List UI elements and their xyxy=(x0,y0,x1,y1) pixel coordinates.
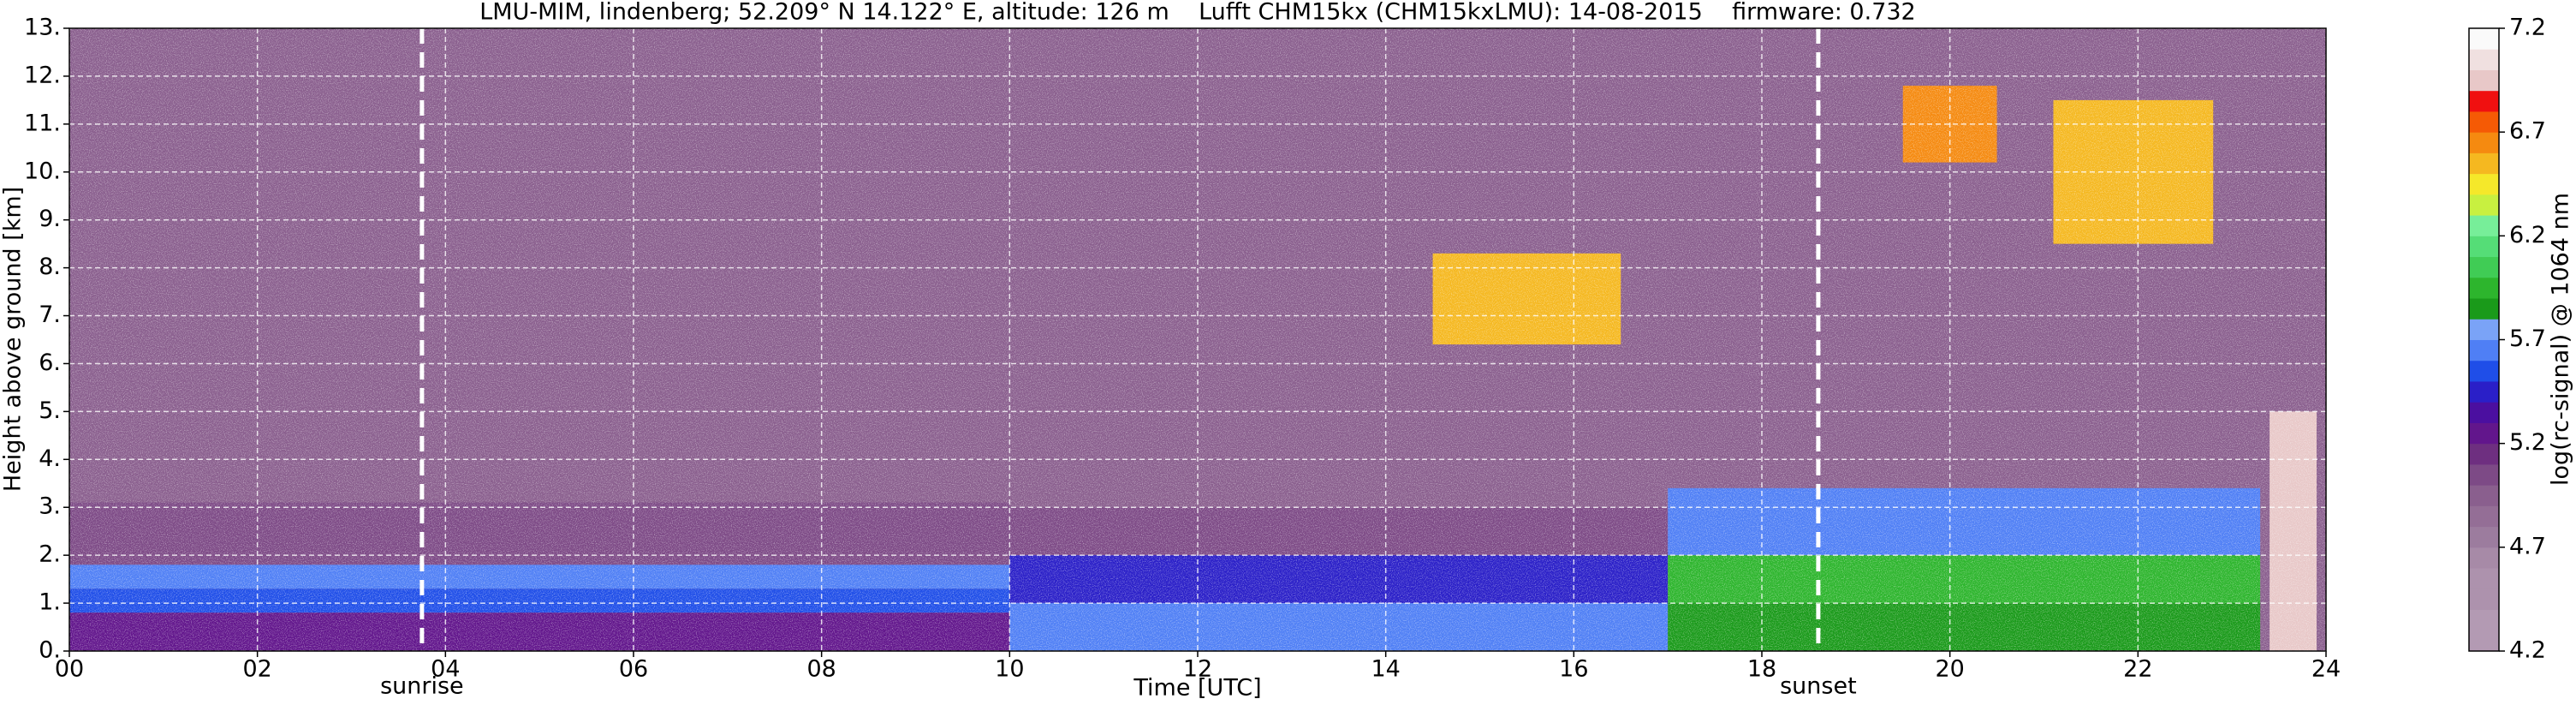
y-tick-label: 13. xyxy=(24,15,61,41)
y-tick-label: 1. xyxy=(39,589,61,616)
colorbar-swatch xyxy=(2469,589,2499,611)
y-tick-label: 4. xyxy=(39,445,61,472)
colorbar-swatch xyxy=(2469,69,2499,92)
colorbar-swatch xyxy=(2469,505,2499,528)
x-tick-label: 08 xyxy=(806,656,836,683)
colorbar-swatch xyxy=(2469,443,2499,465)
colorbar-tick-label: 4.2 xyxy=(2509,637,2546,664)
y-tick-label: 8. xyxy=(39,254,61,280)
x-tick-label: 22 xyxy=(2123,656,2152,683)
y-tick-label: 2. xyxy=(39,541,61,568)
colorbar-swatch xyxy=(2469,485,2499,506)
colorbar-swatch xyxy=(2469,422,2499,445)
colorbar-swatch xyxy=(2469,194,2499,216)
x-tick-label: 04 xyxy=(431,656,460,683)
colorbar-swatch xyxy=(2469,49,2499,70)
y-tick-label: 0. xyxy=(39,637,61,664)
x-tick-label: 24 xyxy=(2311,656,2341,683)
colorbar-swatch xyxy=(2469,319,2499,340)
x-tick-label: 06 xyxy=(619,656,648,683)
colorbar-swatch xyxy=(2469,111,2499,133)
colorbar-swatch xyxy=(2469,173,2499,195)
colorbar-tick-label: 7.2 xyxy=(2509,15,2546,41)
y-tick-label: 11. xyxy=(24,110,61,136)
colorbar-swatch xyxy=(2469,609,2499,631)
colorbar-swatch xyxy=(2469,526,2499,548)
y-tick-label: 7. xyxy=(39,302,61,328)
colorbar-tick-label: 5.2 xyxy=(2509,429,2546,456)
y-axis-label: Height above ground [km] xyxy=(0,187,27,492)
colorbar-tick-label: 4.7 xyxy=(2509,533,2546,559)
colorbar-swatch xyxy=(2469,256,2499,278)
y-tick-label: 10. xyxy=(24,158,61,184)
x-axis-label: Time [UTC] xyxy=(1133,675,1261,702)
x-tick-label: 12 xyxy=(1183,656,1212,683)
x-tick-label: 14 xyxy=(1371,656,1400,683)
colorbar-tick-label: 5.7 xyxy=(2509,326,2546,352)
y-tick-label: 12. xyxy=(24,62,61,88)
colorbar-swatch xyxy=(2469,463,2499,486)
colorbar-swatch xyxy=(2469,28,2499,50)
y-tick-label: 5. xyxy=(39,397,61,424)
x-tick-label: 20 xyxy=(1935,656,1964,683)
colorbar-tick-label: 6.7 xyxy=(2509,118,2546,145)
colorbar-swatch xyxy=(2469,152,2499,175)
y-tick-label: 9. xyxy=(39,206,61,232)
annotation-label: sunrise xyxy=(380,673,464,700)
colorbar-swatch xyxy=(2469,277,2499,299)
chart-title: LMU-MIM, lindenberg; 52.209° N 14.122° E… xyxy=(479,0,1915,26)
x-tick-label: 00 xyxy=(55,656,84,683)
x-tick-label: 10 xyxy=(995,656,1024,683)
colorbar-swatch xyxy=(2469,90,2499,112)
colorbar-swatch xyxy=(2469,360,2499,382)
colorbar-swatch xyxy=(2469,568,2499,589)
colorbar-swatch xyxy=(2469,402,2499,423)
colorbar-swatch xyxy=(2469,298,2499,320)
x-tick-label: 16 xyxy=(1559,656,1588,683)
colorbar-swatch xyxy=(2469,339,2499,361)
x-tick-label: 02 xyxy=(242,656,271,683)
colorbar-swatch xyxy=(2469,236,2499,258)
colorbar-swatch xyxy=(2469,215,2499,236)
colorbar-swatch xyxy=(2469,380,2499,403)
colorbar-label: log(rc-signal) @ 1064 nm xyxy=(2548,193,2574,486)
colorbar-swatch xyxy=(2469,132,2499,153)
x-tick-label: 18 xyxy=(1747,656,1776,683)
y-tick-label: 6. xyxy=(39,350,61,376)
y-tick-label: 3. xyxy=(39,493,61,520)
colorbar-swatch xyxy=(2469,547,2499,569)
plot-frame xyxy=(68,27,2327,652)
colorbar-tick-label: 6.2 xyxy=(2509,222,2546,248)
annotation-label: sunset xyxy=(1780,673,1857,700)
colorbar-swatch xyxy=(2469,630,2499,652)
